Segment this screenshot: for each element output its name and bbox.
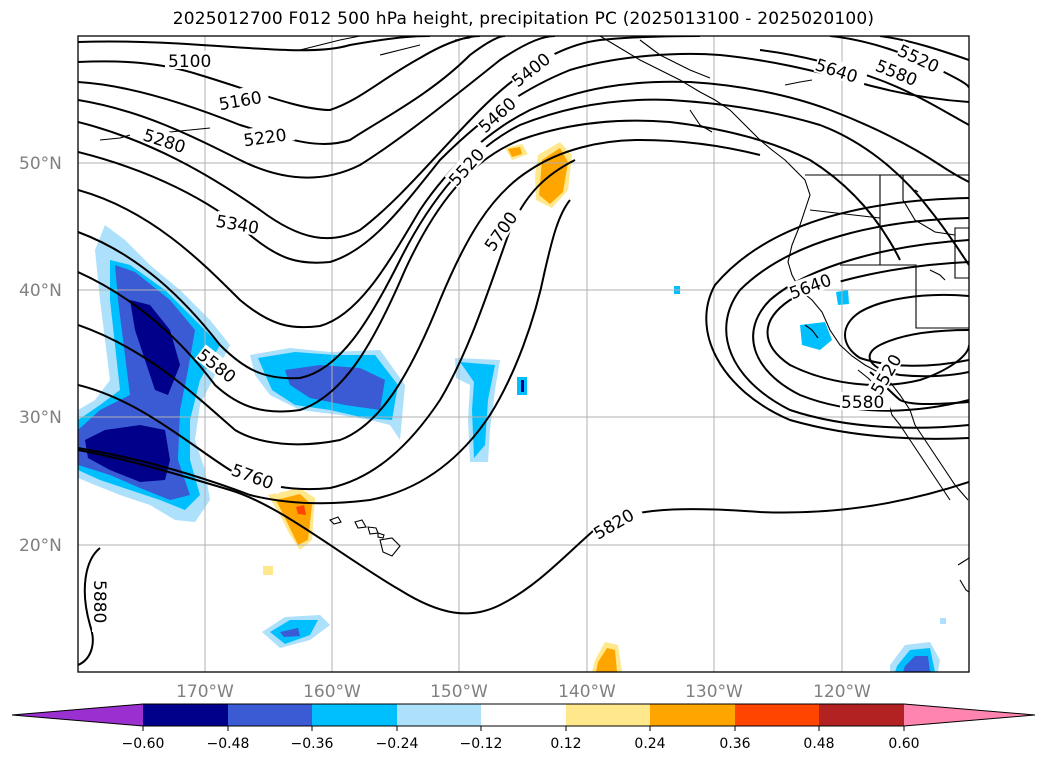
colorbar-tick-label: −0.36 [291, 736, 334, 752]
lon-label-130w: 130°W [685, 682, 743, 702]
contour-label: 5580 [841, 393, 884, 413]
colorbar-segment [228, 704, 312, 726]
colorbar-tick-label: −0.24 [376, 736, 419, 752]
colorbar-segment [397, 704, 481, 726]
lon-label-150w: 150°W [430, 682, 488, 702]
lon-label-140w: 140°W [558, 682, 616, 702]
colorbar-tick-label: 0.48 [803, 736, 834, 752]
colorbar-tick-label: −0.48 [207, 736, 250, 752]
map-background [78, 36, 969, 672]
lon-label-160w: 160°W [303, 682, 361, 702]
colorbar-extend-high [904, 704, 1035, 726]
colorbar-ticks [142, 726, 905, 731]
lat-label-50n: 50°N [19, 154, 62, 174]
longitude-labels: 170°W 160°W 150°W 140°W 130°W 120°W [176, 682, 871, 702]
colorbar-segment [481, 704, 566, 726]
lat-label-20n: 20°N [19, 536, 62, 556]
colorbar-tick-label: 0.24 [634, 736, 665, 752]
map-frame [77, 35, 970, 673]
colorbar-segment [819, 704, 904, 726]
map-gridlines [78, 36, 969, 672]
lat-label-40n: 40°N [19, 281, 62, 301]
colorbar-extend-low [12, 704, 143, 726]
colorbar-tick-label: −0.60 [122, 736, 165, 752]
colorbar-segment [312, 704, 397, 726]
lon-label-170w: 170°W [176, 682, 234, 702]
colorbar-segment [143, 704, 228, 726]
lat-label-30n: 30°N [19, 408, 62, 428]
colorbar-tick-label: −0.12 [460, 736, 503, 752]
contour-label: 5100 [168, 52, 211, 72]
latitude-labels: 50°N 40°N 30°N 20°N [19, 154, 62, 556]
colorbar-tick-label: 0.60 [888, 736, 919, 752]
colorbar-tick-labels: −0.60 −0.48 −0.36 −0.24 −0.12 0.12 0.24 … [122, 736, 920, 752]
chart-title: 2025012700 F012 500 hPa height, precipit… [172, 9, 875, 29]
map-contents [78, 36, 969, 672]
colorbar-tick-label: 0.36 [719, 736, 750, 752]
lon-label-120w: 120°W [813, 682, 871, 702]
contour-label: 5880 [89, 580, 109, 623]
colorbar-tick-label: 0.12 [550, 736, 581, 752]
colorbar-segment [566, 704, 650, 726]
colorbar-segment [735, 704, 819, 726]
colorbar-segment [650, 704, 735, 726]
colorbar: −0.60 −0.48 −0.36 −0.24 −0.12 0.12 0.24 … [11, 703, 1036, 752]
